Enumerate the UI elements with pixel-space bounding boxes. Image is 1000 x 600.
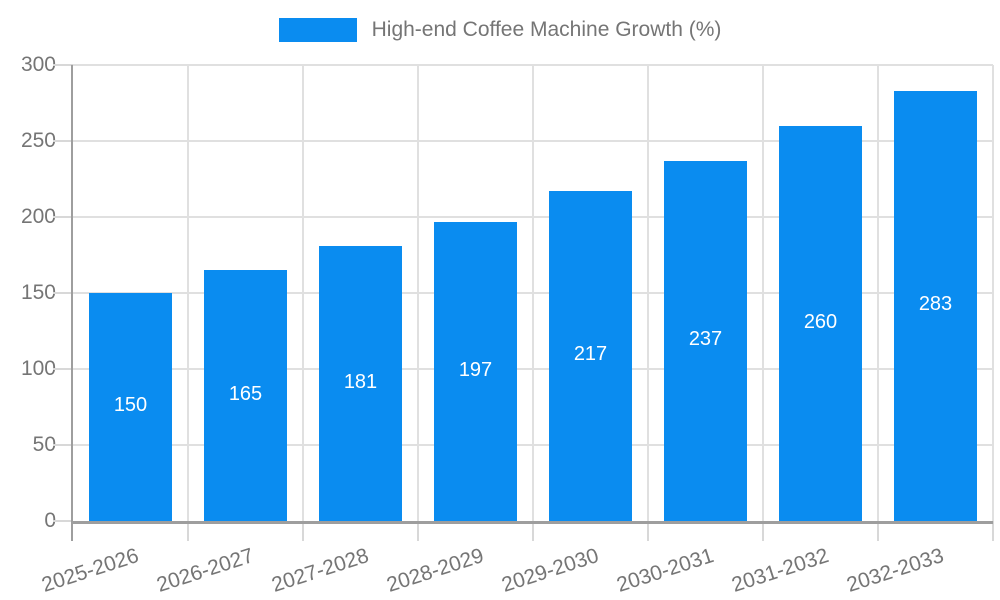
x-axis-label: 2026-2027: [153, 544, 257, 597]
plot-area: 0 50 100 150 200 250 300 150 2025-2026 165 2026-20…: [21, 53, 994, 597]
y-axis-label: 100: [20, 357, 56, 380]
gridline-vertical: [647, 65, 649, 521]
gridline-vertical: [992, 65, 994, 521]
bar: 197: [434, 222, 517, 521]
gridline-vertical: [417, 65, 419, 521]
bar: 217: [549, 191, 632, 521]
bar-value-label: 260: [803, 310, 838, 333]
bar: 237: [664, 161, 747, 521]
x-axis-label: 2025-2026: [38, 544, 142, 597]
y-axis-label: 200: [20, 205, 56, 228]
gridline-vertical: [532, 65, 534, 521]
y-tick: [53, 444, 73, 446]
gridline-vertical: [762, 65, 764, 521]
bar-value-label: 165: [228, 382, 263, 405]
x-axis-label: 2032-2033: [843, 544, 947, 597]
legend-label[interactable]: High-end Coffee Machine Growth (%): [371, 18, 722, 41]
x-axis-line: [73, 521, 993, 524]
bar-value-label: 217: [573, 343, 608, 365]
x-tick: [187, 521, 189, 541]
x-axis-label: 2030-2031: [613, 544, 717, 597]
bar: 283: [894, 91, 977, 521]
x-tick: [647, 521, 649, 541]
bar: 150: [89, 293, 172, 521]
x-tick: [417, 521, 419, 541]
y-axis-label: 150: [20, 281, 56, 304]
y-tick: [53, 292, 73, 294]
bar-value-label: 283: [918, 293, 953, 315]
bar: 260: [779, 126, 862, 521]
x-tick: [877, 521, 879, 541]
y-axis-label: 0: [44, 509, 56, 532]
legend-swatch[interactable]: [278, 18, 357, 42]
gridline-vertical: [302, 65, 304, 521]
y-tick: [53, 368, 73, 370]
x-tick: [762, 521, 764, 541]
y-tick: [53, 216, 73, 218]
bar-value-label: 181: [343, 370, 378, 393]
bar-value-label: 150: [113, 394, 148, 416]
legend: High-end Coffee Machine Growth (%): [0, 18, 1000, 42]
y-axis-line: [71, 65, 73, 541]
x-tick: [302, 521, 304, 541]
y-axis-label: 300: [20, 53, 56, 76]
bar-value-label: 197: [458, 358, 493, 381]
bar: 165: [204, 270, 287, 521]
bar: 181: [319, 246, 402, 521]
x-tick: [532, 521, 534, 541]
y-tick: [53, 64, 73, 66]
y-tick: [53, 140, 73, 142]
x-axis-label: 2027-2028: [268, 544, 372, 597]
y-tick: [53, 520, 73, 522]
bar-value-label: 237: [688, 328, 723, 350]
gridline-vertical: [877, 65, 879, 521]
x-axis-label: 2028-2029: [383, 544, 487, 597]
y-axis-label: 50: [32, 433, 56, 456]
x-axis-label: 2029-2030: [498, 544, 602, 597]
x-tick: [992, 521, 994, 541]
gridline-vertical: [187, 65, 189, 521]
y-axis-label: 250: [20, 129, 56, 152]
x-axis-label: 2031-2032: [728, 544, 832, 597]
